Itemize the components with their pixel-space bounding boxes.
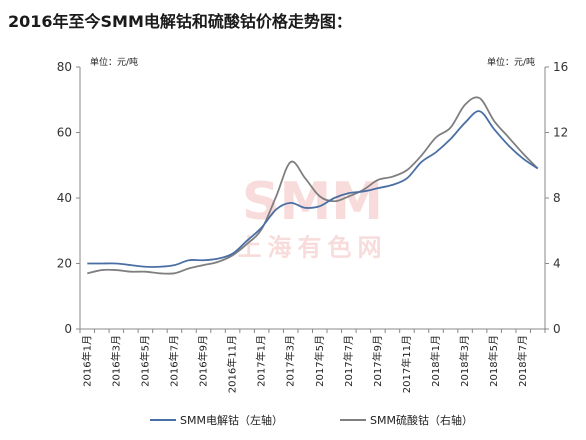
series-line-cobalt-sulfate	[87, 96, 539, 275]
series-line-electrolytic-cobalt	[87, 110, 539, 268]
right-axis-unit: 单位：元/吨	[487, 56, 535, 68]
x-tick-label: 2017年11月	[400, 335, 413, 393]
x-tick-label: 2016年9月	[197, 335, 210, 387]
left-tick-label: 20	[57, 257, 72, 271]
chart-title: 2016年至今SMM电解钴和硫酸钴价格走势图：	[8, 12, 352, 31]
right-tick-label: 8	[553, 191, 561, 205]
series-layer	[87, 96, 539, 275]
right-tick-label: 0	[553, 322, 561, 336]
left-tick-label: 40	[57, 191, 72, 205]
legend-label-electrolytic-cobalt: SMM电解钴（左轴）	[180, 413, 283, 427]
x-tick-label: 2016年7月	[167, 335, 180, 387]
x-tick-label: 2017年1月	[255, 335, 268, 387]
x-tick-label: 2018年1月	[429, 335, 442, 387]
right-tick-label: 16	[553, 60, 568, 74]
x-tick-label: 2016年11月	[226, 335, 239, 393]
watermark-text: 上海有色网	[238, 234, 388, 262]
x-tick-label: 2018年5月	[487, 335, 500, 387]
x-tick-label: 2017年9月	[371, 335, 384, 387]
axes: 0 20 40 60 80 0 4 8 12 16 2016年1月 2016年3月 2016年5月 201…	[57, 60, 569, 393]
x-tick-label: 2016年5月	[138, 335, 151, 387]
x-tick-label: 2018年7月	[516, 335, 529, 387]
right-tick-label: 12	[553, 126, 568, 140]
x-tick-label: 2017年7月	[342, 335, 355, 387]
x-tick-label: 2017年3月	[284, 335, 297, 387]
left-tick-label: 0	[64, 322, 72, 336]
left-tick-label: 80	[57, 60, 72, 74]
x-tick-label: 2018年3月	[458, 335, 471, 387]
right-tick-label: 4	[553, 257, 561, 271]
left-tick-label: 60	[57, 126, 72, 140]
x-tick-label: 2016年1月	[80, 335, 93, 387]
x-tick-label: 2016年3月	[109, 335, 122, 387]
watermark-logo: SMM	[242, 172, 383, 232]
legend: SMM电解钴（左轴） SMM硫酸钴（右轴）	[150, 413, 473, 427]
legend-label-cobalt-sulfate: SMM硫酸钴（右轴）	[370, 413, 473, 427]
left-axis-unit: 单位：元/吨	[90, 56, 138, 68]
x-tick-label: 2017年5月	[313, 335, 326, 387]
